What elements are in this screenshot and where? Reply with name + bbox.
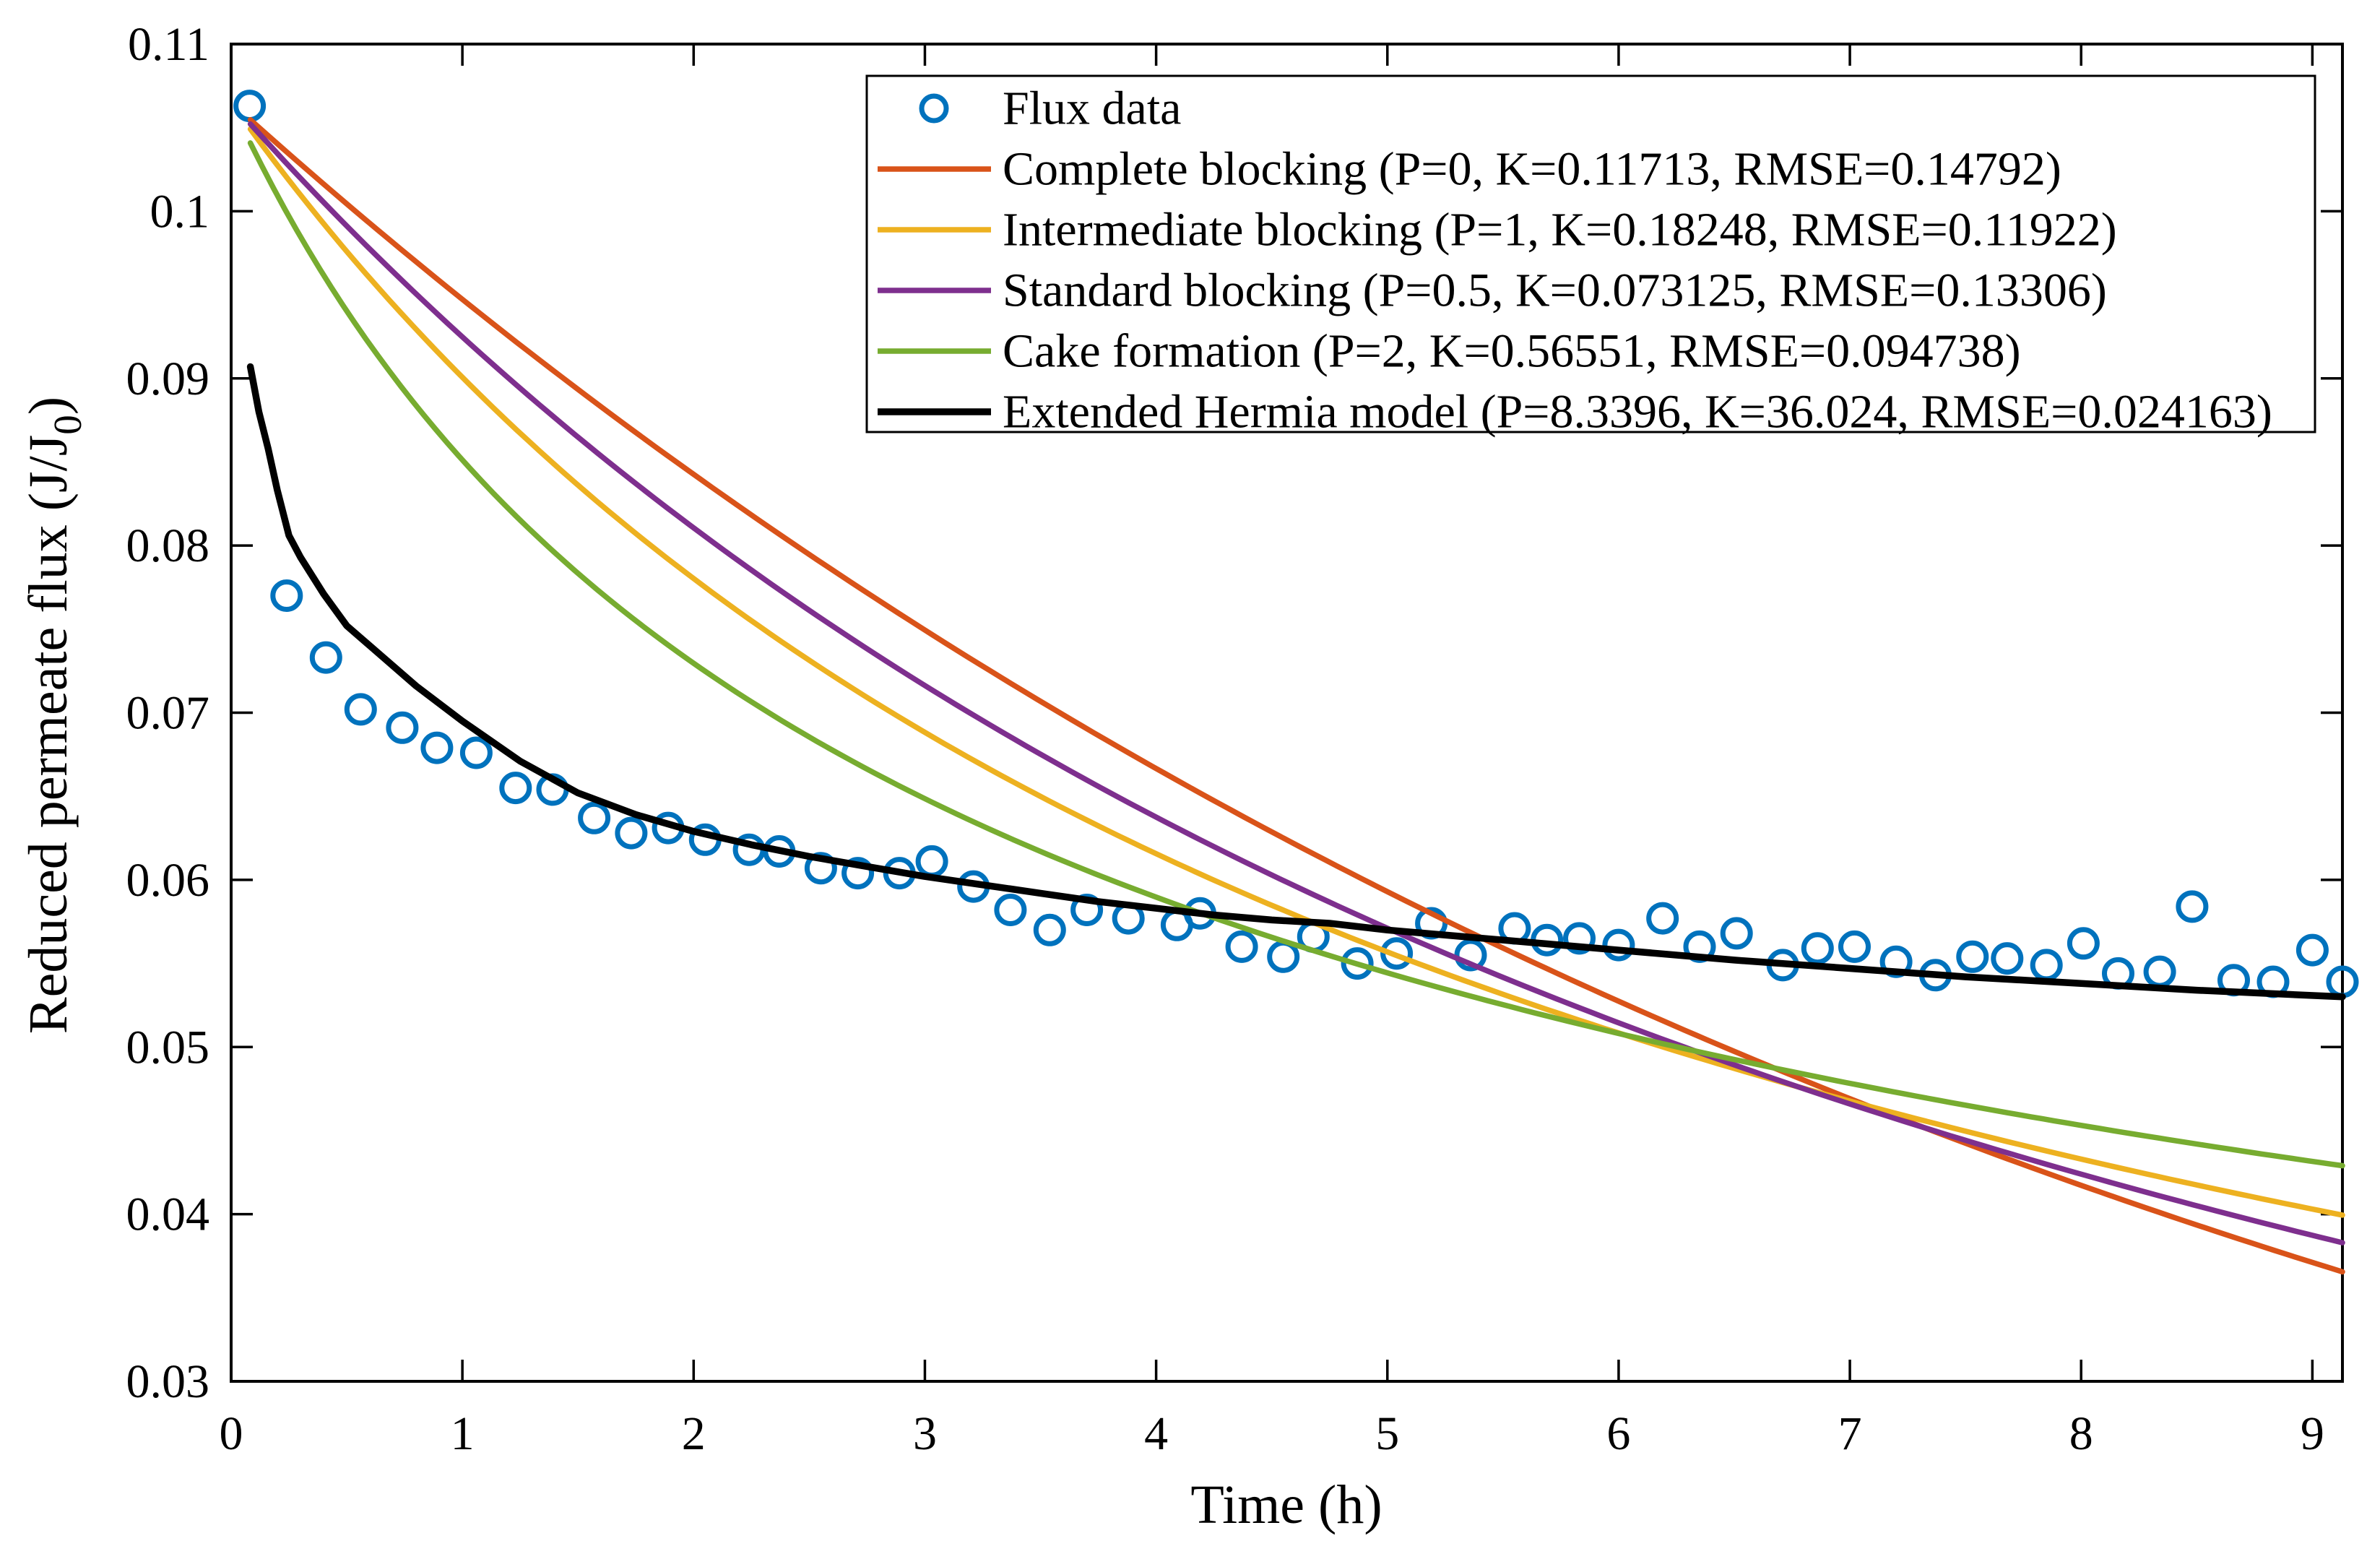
flux-data-point: [578, 801, 611, 834]
flux-data-point: [1720, 917, 1753, 950]
legend-label-flux-data: Flux data: [1003, 82, 1181, 135]
curve-standard-blocking: [247, 121, 2345, 1246]
y-tick-label: 0.04: [126, 1188, 210, 1241]
y-tick-label: 0.06: [126, 854, 210, 907]
x-tick-label: 4: [1144, 1407, 1168, 1460]
flux-data-point: [1225, 930, 1258, 963]
flux-data-point: [233, 90, 267, 123]
x-axis-label: Time (h): [1190, 1475, 1382, 1535]
flux-data-point: [1380, 937, 1414, 970]
flux-data-point: [1956, 940, 1989, 973]
flux-data-point: [1879, 945, 1913, 978]
y-axis-label-main: Reduced permeate flux (J/J: [18, 435, 79, 1034]
curve-extended-hermia: [246, 363, 2346, 1001]
flux-data-point: [459, 736, 493, 769]
y-tick-label: 0.05: [126, 1021, 210, 1074]
y-axis-label-subscript: 0: [46, 415, 90, 435]
y-tick-label: 0.03: [126, 1355, 210, 1408]
flux-data-point: [344, 693, 377, 726]
flux-data-point: [2295, 933, 2329, 967]
x-tick-label: 8: [2069, 1407, 2093, 1460]
curve-complete-blocking: [247, 117, 2345, 1275]
flux-data-point: [1033, 913, 1066, 946]
x-tick-label: 7: [1838, 1407, 1862, 1460]
flux-data-point: [1646, 902, 1679, 935]
legend-entry-flux-data: Flux data: [919, 82, 1181, 135]
flux-data-point: [1991, 942, 2024, 975]
flux-data-point: [2143, 955, 2176, 988]
flux-data-point: [386, 711, 419, 744]
legend-entry-complete-blocking: Complete blocking (P=0, K=0.11713, RMSE=…: [878, 143, 2061, 196]
flux-data-point: [1563, 922, 1596, 955]
legend-entry-intermediate-blocking: Intermediate blocking (P=1, K=0.18248, R…: [878, 204, 2117, 256]
flux-data-point: [1341, 947, 1374, 980]
curve-intermediate-blocking: [247, 126, 2345, 1218]
flux-data-point: [270, 579, 303, 612]
flux-data-point: [994, 894, 1027, 926]
y-tick-label: 0.07: [126, 687, 210, 740]
legend-label-intermediate-blocking: Intermediate blocking (P=1, K=0.18248, R…: [1003, 204, 2117, 256]
legend: Flux data Complete blocking (P=0, K=0.117…: [865, 74, 2316, 439]
flux-data-point: [841, 857, 875, 890]
y-axis-label: Reduced permeate flux (J/J0): [18, 397, 90, 1034]
x-tick-label: 2: [682, 1407, 706, 1460]
flux-data-point: [2030, 949, 2063, 982]
flux-data-point: [309, 641, 342, 674]
legend-label-cake-formation: Cake formation (P=2, K=0.56551, RMSE=0.0…: [1003, 325, 2021, 378]
flux-data-point: [2176, 890, 2209, 923]
y-tick-label: 0.11: [128, 18, 209, 71]
legend-label-complete-blocking: Complete blocking (P=0, K=0.11713, RMSE=…: [1003, 143, 2061, 196]
y-tick-label: 0.09: [126, 353, 210, 405]
flux-data-point: [420, 731, 454, 764]
chart-generated-content: 0 1 2 3 4 5 6 7 8 9 0.03 0.04 0.05 0.06 0.07 0.08 0.09 0.…: [126, 18, 2359, 1460]
legend-marker-flux-data: [919, 93, 949, 124]
legend-entry-extended-hermia: Extended Hermia model (P=8.3396, K=36.02…: [878, 386, 2272, 439]
flux-data-point: [1070, 894, 1104, 926]
y-tick-label: 0.1: [150, 185, 210, 238]
curve-cake-formation: [247, 140, 2345, 1169]
y-tick-label: 0.08: [126, 519, 210, 572]
flux-data-point: [2067, 927, 2100, 960]
x-tick-label: 9: [2301, 1407, 2324, 1460]
legend-entry-cake-formation: Cake formation (P=2, K=0.56551, RMSE=0.0…: [878, 325, 2021, 378]
legend-label-standard-blocking: Standard blocking (P=0.5, K=0.073125, RM…: [1003, 264, 2107, 317]
flux-data-point: [804, 852, 837, 885]
legend-box: [865, 74, 2316, 433]
flux-data-point: [1602, 928, 1635, 962]
flux-data-point: [1801, 932, 1834, 965]
flux-data-point: [615, 816, 648, 850]
x-tick-label: 3: [913, 1407, 937, 1460]
x-tick-label: 1: [451, 1407, 475, 1460]
flux-data-point: [1267, 940, 1300, 973]
x-tick-label: 0: [220, 1407, 243, 1460]
x-tick-label: 6: [1606, 1407, 1630, 1460]
y-axis-label-close: ): [18, 397, 79, 415]
flux-data-point: [499, 772, 532, 805]
flux-data-point: [1454, 938, 1487, 972]
flux-data-point: [1838, 930, 1871, 963]
legend-label-extended-hermia: Extended Hermia model (P=8.3396, K=36.02…: [1003, 386, 2272, 439]
flux-data-point: [915, 845, 948, 878]
x-tick-label: 5: [1375, 1407, 1399, 1460]
legend-entry-standard-blocking: Standard blocking (P=0.5, K=0.073125, RM…: [878, 264, 2107, 317]
